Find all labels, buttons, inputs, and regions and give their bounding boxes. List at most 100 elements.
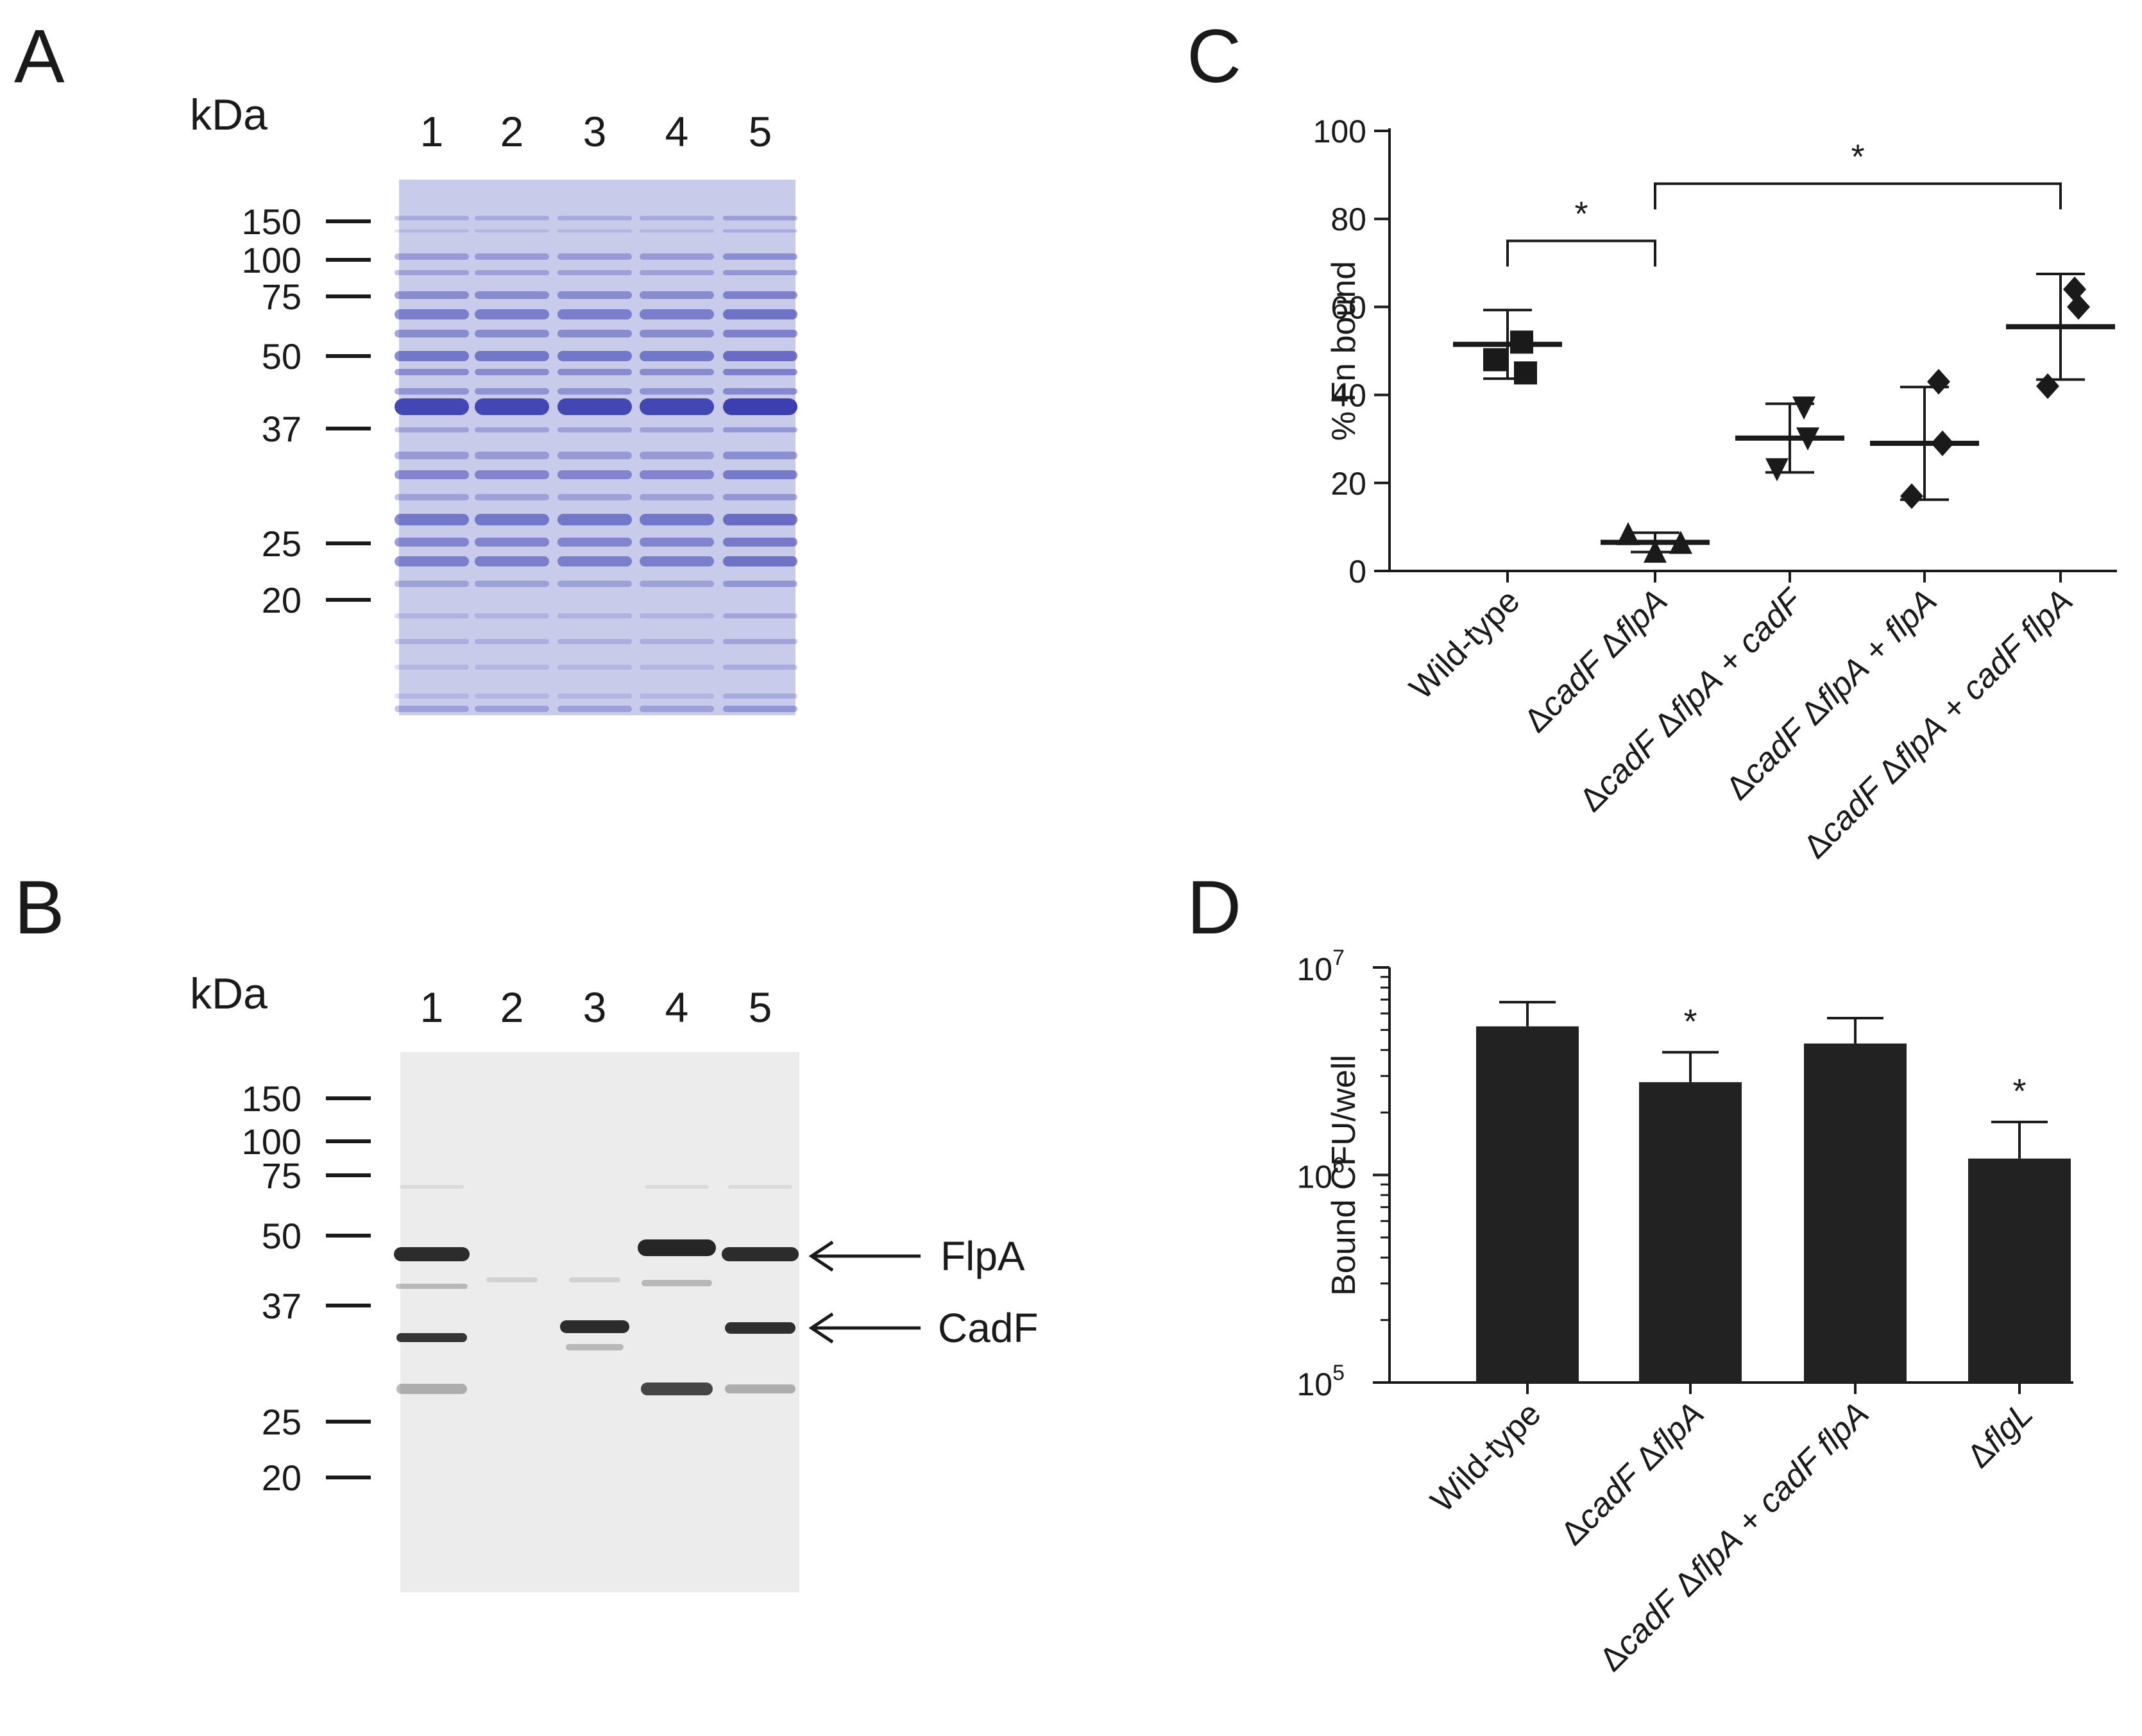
- panel-a-gel: [399, 180, 795, 715]
- c-y-tick-label: 60: [1330, 289, 1366, 325]
- gel-band: [557, 613, 632, 618]
- gel-band: [723, 452, 797, 459]
- marker-150: 150: [242, 201, 302, 242]
- gel-band: [395, 613, 469, 618]
- gel-band: [723, 398, 797, 415]
- blot-band: [722, 1247, 799, 1261]
- gel-band: [557, 270, 632, 275]
- lane-number-5: 5: [749, 983, 772, 1031]
- d-y-tick-base: 10: [1296, 951, 1332, 987]
- gel-band: [640, 556, 714, 566]
- d-y-tick-base: 10: [1296, 1366, 1332, 1402]
- blot-band: [725, 1322, 795, 1334]
- gel-band: [723, 291, 797, 299]
- c-y-axis-title: % Fn bound: [1325, 261, 1363, 441]
- gel-band: [557, 291, 632, 299]
- blot-band: [566, 1344, 624, 1350]
- d-significance-star: *: [1683, 1002, 1697, 1041]
- blot-band: [725, 1384, 795, 1393]
- lane-number-2: 2: [500, 983, 524, 1031]
- gel-band: [640, 613, 714, 618]
- gel-band: [640, 514, 714, 525]
- gel-band: [640, 470, 714, 479]
- gel-band: [475, 330, 549, 337]
- marker-50: 50: [262, 336, 302, 377]
- gel-band: [723, 253, 797, 260]
- gel-band: [475, 270, 549, 275]
- blot-band: [396, 1284, 468, 1289]
- gel-band: [640, 388, 714, 395]
- gel-band: [723, 639, 797, 644]
- gel-band: [640, 398, 714, 415]
- c-category-label: Wild-type: [1402, 582, 1527, 706]
- gel-band: [640, 291, 714, 299]
- gel-band: [395, 514, 469, 525]
- gel-band: [395, 694, 469, 699]
- gel-band: [557, 694, 632, 699]
- gel-band: [557, 514, 632, 525]
- blot-band: [638, 1239, 716, 1256]
- lane-number-3: 3: [583, 108, 607, 155]
- marker-25: 25: [262, 523, 302, 564]
- gel-band: [395, 639, 469, 644]
- cadf-band-label: CadF: [938, 1305, 1039, 1351]
- panel-b-kda-label: kDa: [190, 969, 268, 1018]
- d-category-label: ΔflgL: [1960, 1395, 2041, 1475]
- gel-band: [723, 613, 797, 618]
- gel-band: [723, 369, 797, 375]
- gel-band: [475, 538, 549, 547]
- gel-band: [557, 639, 632, 644]
- gel-band: [557, 556, 632, 566]
- d-y-tick-exp: 7: [1332, 946, 1345, 970]
- panel-a-gel-bands: [395, 216, 797, 712]
- d-y-tick-label: 107: [1296, 946, 1345, 987]
- gel-band: [723, 581, 797, 587]
- blot-band: [394, 1247, 470, 1261]
- gel-band: [475, 514, 549, 525]
- gel-band: [395, 470, 469, 479]
- gel-band: [557, 351, 632, 361]
- blot-band: [569, 1277, 620, 1282]
- gel-band: [395, 253, 469, 260]
- gel-band: [557, 330, 632, 337]
- c-y-tick-label: 80: [1330, 201, 1366, 237]
- d-y-axis-title: Bound CFU/well: [1325, 1055, 1363, 1296]
- lane-number-4: 4: [665, 983, 689, 1031]
- gel-band: [557, 309, 632, 319]
- gel-band: [475, 556, 549, 566]
- gel-band: [640, 694, 714, 699]
- gel-band: [640, 538, 714, 547]
- panel-b-letter: B: [14, 865, 65, 950]
- gel-band: [640, 229, 714, 233]
- gel-band: [723, 514, 797, 525]
- gel-band: [723, 216, 797, 221]
- panel-c-letter: C: [1187, 14, 1241, 99]
- lane-number-1: 1: [420, 983, 444, 1031]
- d-y-tick-label: 105: [1296, 1361, 1345, 1402]
- gel-band: [723, 694, 797, 699]
- gel-band: [640, 309, 714, 319]
- gel-band: [640, 639, 714, 644]
- gel-band: [475, 398, 549, 415]
- gel-band: [475, 494, 549, 500]
- gel-band: [723, 494, 797, 500]
- marker-20: 20: [262, 1458, 302, 1498]
- blot-band: [400, 1185, 464, 1189]
- panel-c: C 0 20 40 60 80 100 % Fn bound Wild-type ΔcadF Δ…: [1187, 14, 2117, 866]
- blot-band: [728, 1185, 792, 1189]
- lane-number-3: 3: [583, 983, 607, 1031]
- c-point: [2036, 373, 2059, 399]
- c-y-tick-label: 100: [1313, 114, 1366, 149]
- c-category-label: ΔcadF ΔflpA + cadF: [1572, 581, 1810, 819]
- blot-band: [396, 1333, 467, 1342]
- c-point: [1765, 458, 1789, 482]
- gel-band: [723, 270, 797, 275]
- gel-band: [640, 581, 714, 587]
- c-point: [1669, 531, 1692, 554]
- c-point: [1510, 330, 1533, 354]
- gel-band: [640, 369, 714, 375]
